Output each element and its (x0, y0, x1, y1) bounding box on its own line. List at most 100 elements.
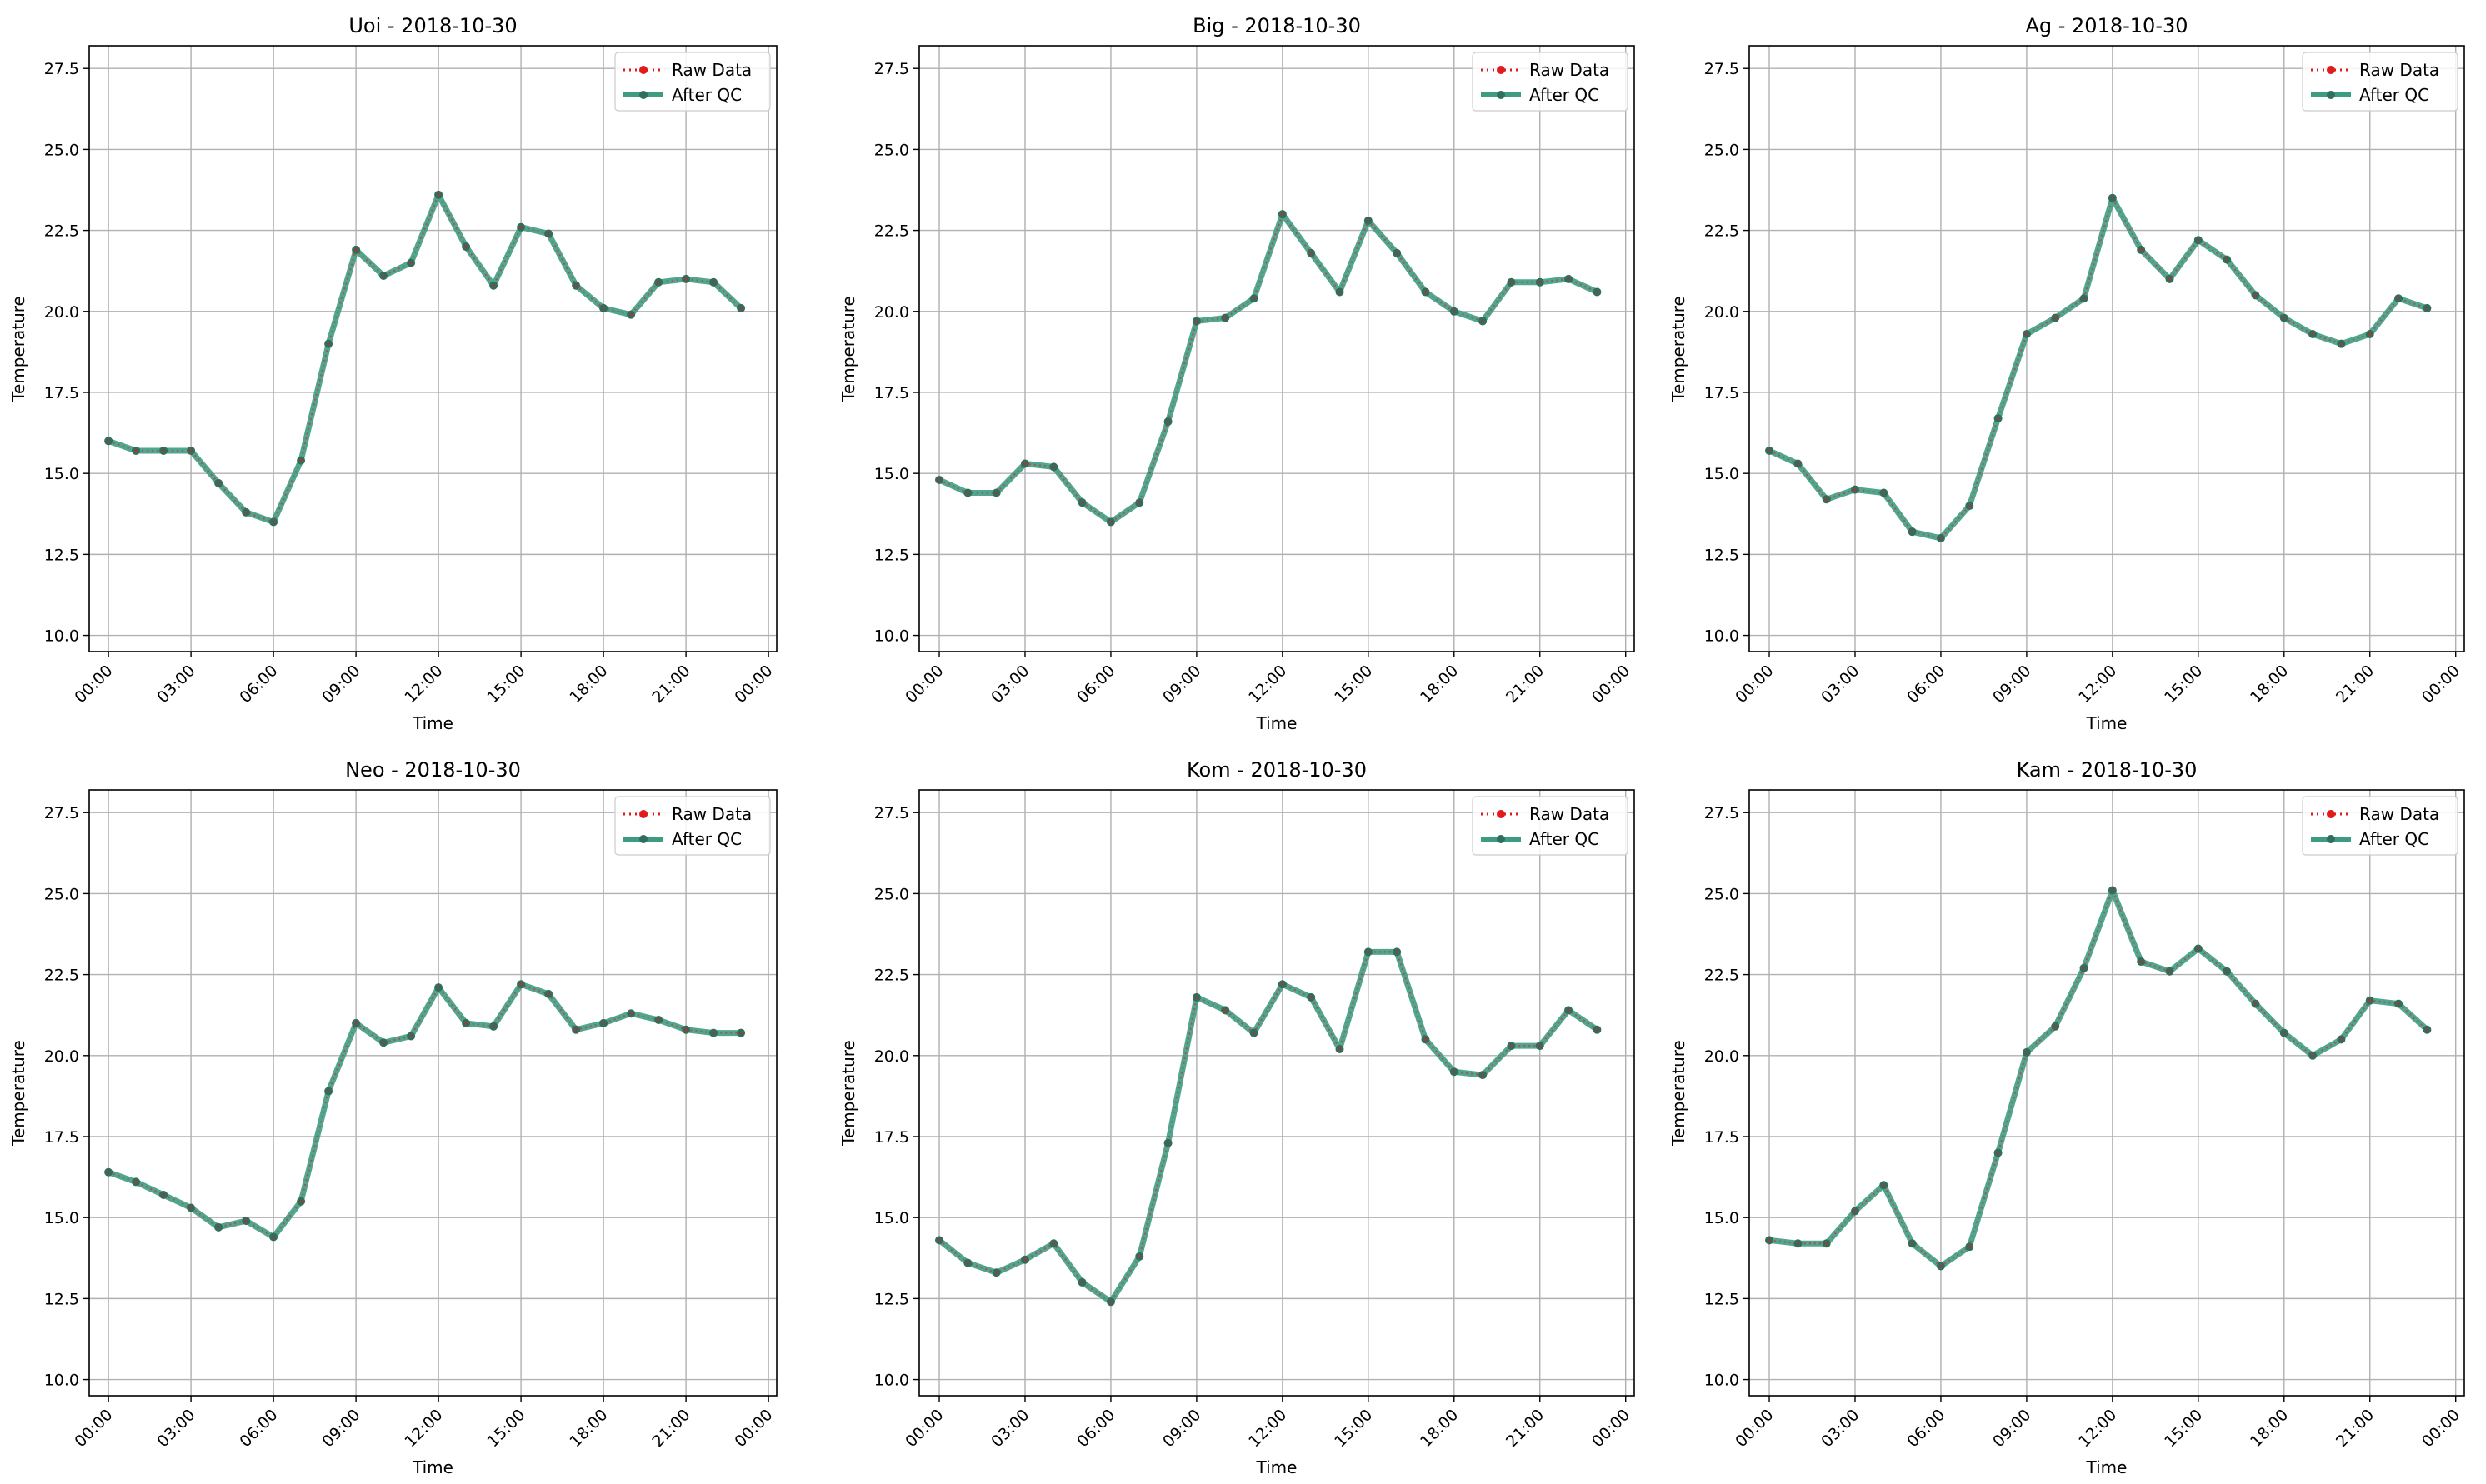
data-point-raw-data (2110, 888, 2114, 892)
legend-marker-after-qc (1497, 835, 1505, 843)
y-axis-label: Temperature (1668, 296, 1688, 402)
data-point-raw-data (1538, 280, 1542, 284)
x-tick-label: 00:00 (731, 662, 776, 707)
x-tick-label: 21:00 (1503, 1406, 1548, 1451)
x-tick-label: 00:00 (902, 662, 947, 707)
chart-panel: 00:00 03:00 06:00 09:00 12:00 15:00 18:00 21:00… (8, 758, 778, 1477)
y-tick-label: 17.5 (44, 384, 79, 402)
legend-label-raw-data: Raw Data (672, 60, 752, 80)
data-point-raw-data (437, 986, 441, 990)
data-point-raw-data (1567, 277, 1571, 281)
data-point-raw-data (1595, 290, 1599, 294)
y-tick-label: 10.0 (1704, 627, 1739, 646)
y-tick-label: 12.5 (1704, 546, 1739, 564)
data-point-raw-data (547, 992, 551, 996)
data-point-raw-data (2282, 316, 2286, 320)
y-tick-label: 12.5 (874, 1290, 909, 1308)
grid (1749, 790, 2464, 1396)
data-point-raw-data (217, 481, 221, 485)
y-tick-label: 12.5 (874, 546, 909, 564)
x-tick-label: 12:00 (401, 1406, 446, 1451)
legend-label-raw-data: Raw Data (1529, 60, 1609, 80)
data-point-raw-data (1509, 280, 1513, 284)
y-tick-label: 17.5 (1704, 1128, 1739, 1147)
data-point-raw-data (2196, 947, 2200, 951)
y-tick-label: 25.0 (874, 141, 909, 159)
x-tick-label: 09:00 (318, 1406, 363, 1451)
x-tick-label: 21:00 (2333, 1406, 2378, 1451)
chart-title: Uoi - 2018-10-30 (348, 14, 517, 37)
x-tick-label: 12:00 (401, 662, 446, 707)
data-point-raw-data (1996, 1151, 2000, 1155)
data-point-raw-data (272, 1235, 276, 1239)
data-point-raw-data (519, 982, 523, 987)
y-tick-label: 27.5 (1704, 60, 1739, 78)
data-point-raw-data (244, 510, 248, 514)
legend-marker-after-qc (2327, 91, 2335, 99)
data-point-raw-data (1853, 487, 1857, 492)
data-point-raw-data (1280, 212, 1284, 217)
x-tick-label: 15:00 (483, 662, 528, 707)
data-point-raw-data (938, 1238, 942, 1242)
data-point-raw-data (2024, 332, 2028, 337)
x-tick-label: 09:00 (1159, 662, 1204, 707)
plot-frame (1748, 789, 2465, 1397)
data-point-raw-data (1882, 491, 1886, 495)
data-point-raw-data (602, 306, 606, 310)
data-point-raw-data (574, 1027, 578, 1032)
data-point-raw-data (2425, 306, 2429, 310)
data-point-raw-data (1309, 995, 1313, 999)
x-tick-label: 15:00 (2161, 1406, 2206, 1451)
data-point-raw-data (1194, 995, 1198, 999)
data-point-raw-data (684, 1027, 688, 1032)
data-point-raw-data (1796, 462, 1800, 466)
data-point-raw-data (1052, 465, 1056, 469)
data-point-raw-data (1452, 1070, 1456, 1074)
x-tick-label: 03:00 (988, 662, 1033, 707)
chart-panel: 00:00 03:00 06:00 09:00 12:00 15:00 18:00 21:00… (1668, 14, 2465, 733)
x-tick-label: 03:00 (153, 1406, 198, 1451)
series-line-after-qc (938, 211, 1598, 525)
data-point-raw-data (2282, 1031, 2286, 1035)
y-tick-label: 17.5 (874, 1128, 909, 1147)
data-point-raw-data (1824, 1242, 1828, 1246)
data-point-raw-data (2225, 257, 2229, 262)
series-line-raw-data (108, 982, 742, 1238)
y-tick-label: 12.5 (44, 546, 79, 564)
data-point-raw-data (107, 439, 111, 443)
data-point-raw-data (1108, 520, 1113, 524)
legend: Raw Data After QC (2302, 796, 2458, 856)
plot-frame (88, 45, 778, 652)
data-point-raw-data (519, 225, 523, 229)
y-tick-label: 27.5 (44, 60, 79, 78)
x-axis-label: Time (1256, 1457, 1298, 1477)
data-point-raw-data (966, 491, 970, 495)
data-point-raw-data (464, 1021, 468, 1025)
data-point-raw-data (1338, 290, 1342, 294)
legend-label-raw-data: Raw Data (672, 804, 752, 824)
y-tick-label: 22.5 (874, 222, 909, 241)
data-point-raw-data (547, 232, 551, 236)
data-point-raw-data (1595, 1027, 1599, 1032)
data-point-raw-data (1194, 319, 1198, 323)
legend: Raw Data After QC (614, 796, 771, 856)
x-tick-label: 18:00 (1417, 1406, 1462, 1451)
series-line-after-qc (937, 948, 1599, 1305)
y-tick-label: 25.0 (44, 885, 79, 903)
data-point-raw-data (1882, 1183, 1886, 1187)
x-tick-label: 03:00 (1818, 1406, 1863, 1451)
legend: Raw Data After QC (1472, 796, 1628, 856)
data-point-raw-data (1509, 1044, 1513, 1048)
y-tick-label: 20.0 (44, 1047, 79, 1066)
x-tick-label: 00:00 (731, 1406, 776, 1451)
legend-label-raw-data: Raw Data (2359, 804, 2439, 824)
x-tick-label: 00:00 (2418, 662, 2463, 707)
y-tick-label: 17.5 (44, 1128, 79, 1147)
legend-marker-raw-data (2327, 66, 2335, 74)
data-point-raw-data (712, 1031, 716, 1035)
data-point-raw-data (1938, 1264, 1943, 1268)
data-point-raw-data (162, 448, 166, 452)
data-point-raw-data (739, 1031, 743, 1035)
legend-marker-raw-data (639, 66, 648, 74)
